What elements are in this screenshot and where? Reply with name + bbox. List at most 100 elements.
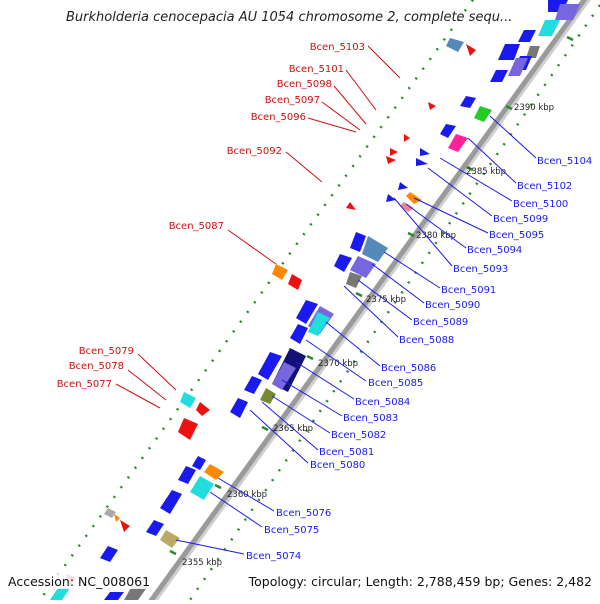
gene-forward xyxy=(230,398,248,418)
gene-label-left: Bcen_5098 xyxy=(277,79,332,90)
gene-label-right: Bcen_5095 xyxy=(489,230,544,241)
gene-forward xyxy=(538,20,560,36)
gene-forward xyxy=(192,456,206,470)
gene-label-right: Bcen_5093 xyxy=(453,264,508,275)
gene-reverse xyxy=(428,102,436,110)
gene-label-right: Bcen_5085 xyxy=(368,378,423,389)
gene-forward xyxy=(526,46,540,58)
right-gene-labels: Bcen_5104 Bcen_5102 Bcen_5100 Bcen_5099 … xyxy=(175,115,592,562)
gene-label-right: Bcen_5076 xyxy=(276,508,331,519)
gene-label-left: Bcen_5103 xyxy=(310,42,365,53)
forward-strand-genes xyxy=(50,0,580,600)
gene-forward xyxy=(350,232,366,252)
gene-forward xyxy=(555,4,580,20)
gene-label-left: Bcen_5078 xyxy=(69,361,124,372)
gene-reverse xyxy=(196,402,210,416)
gene-reverse xyxy=(288,274,302,290)
gene-reverse xyxy=(390,148,398,156)
gene-label-left: Bcen_5101 xyxy=(289,64,344,75)
gene-forward xyxy=(146,520,164,536)
gene-label-right: Bcen_5089 xyxy=(413,317,468,328)
gene-label-right: Bcen_5074 xyxy=(246,551,301,562)
gene-label-left: Bcen_5092 xyxy=(227,146,282,157)
gene-reverse xyxy=(180,392,196,408)
gene-reverse xyxy=(386,156,396,164)
gene-label-left: Bcen_5087 xyxy=(169,221,224,232)
gene-forward xyxy=(334,254,352,272)
gene-forward xyxy=(400,202,414,212)
gene-forward xyxy=(290,324,308,344)
gene-forward xyxy=(204,464,224,480)
gene-label-right: Bcen_5086 xyxy=(381,363,436,374)
gene-forward xyxy=(498,44,520,60)
gene-label-right: Bcen_5084 xyxy=(355,397,410,408)
gene-label-right: Bcen_5088 xyxy=(399,335,454,346)
gene-label-right: Bcen_5083 xyxy=(343,413,398,424)
gene-label-left: Bcen_5096 xyxy=(251,112,306,123)
genome-backbone xyxy=(145,0,588,604)
gene-forward xyxy=(104,592,124,600)
gene-forward xyxy=(420,148,430,156)
gene-reverse xyxy=(446,38,464,52)
gene-reverse xyxy=(120,520,130,532)
gene-label-right: Bcen_5100 xyxy=(513,199,568,210)
gene-label-right: Bcen_5080 xyxy=(310,460,365,471)
map-title: Burkholderia cenocepacia AU 1054 chromos… xyxy=(66,10,513,25)
kbp-tick-label: 2390 kbp xyxy=(514,103,554,113)
gene-forward xyxy=(124,586,148,600)
gene-forward xyxy=(190,476,214,500)
gene-forward xyxy=(260,388,276,404)
gene-forward xyxy=(350,256,376,278)
kbp-tick-label: 2370 kbp xyxy=(318,359,358,369)
gene-forward xyxy=(508,58,528,76)
gene-reverse xyxy=(272,264,288,280)
gene-forward xyxy=(308,312,330,336)
gene-label-left: Bcen_5079 xyxy=(79,346,134,357)
gene-forward xyxy=(296,300,318,324)
gene-label-right: Bcen_5081 xyxy=(319,447,374,458)
gene-reverse xyxy=(346,202,356,210)
gene-forward xyxy=(398,182,408,190)
gene-forward xyxy=(346,272,362,288)
gene-forward xyxy=(160,490,182,514)
gene-forward xyxy=(490,70,508,82)
gene-reverse xyxy=(178,418,198,440)
gene-label-right: Bcen_5104 xyxy=(537,156,592,167)
major-ticks xyxy=(169,35,574,556)
gene-forward xyxy=(362,236,388,262)
kbp-tick-label: 2375 kbp xyxy=(366,295,406,305)
gene-label-right: Bcen_5094 xyxy=(467,245,522,256)
kbp-tick-label: 2355 kbp xyxy=(182,558,222,568)
gene-forward xyxy=(100,546,118,562)
gene-forward xyxy=(160,530,180,548)
gene-reverse xyxy=(114,514,120,522)
gene-label-right: Bcen_5090 xyxy=(425,300,480,311)
gene-forward xyxy=(244,376,262,394)
gene-forward xyxy=(386,194,396,202)
kbp-tick-label: 2385 kbp xyxy=(466,167,506,177)
kbp-tick-label: 2380 kbp xyxy=(416,231,456,241)
gene-reverse xyxy=(404,134,410,142)
gene-forward xyxy=(460,96,476,108)
outer-tick-track xyxy=(38,0,475,601)
gene-reverse xyxy=(104,508,116,518)
gene-forward xyxy=(440,124,456,138)
gene-label-right: Bcen_5099 xyxy=(493,214,548,225)
gene-forward xyxy=(518,30,536,42)
gene-forward xyxy=(258,352,282,380)
gene-label-left: Bcen_5097 xyxy=(265,95,320,106)
gene-forward xyxy=(50,588,70,600)
gene-label-right: Bcen_5091 xyxy=(441,285,496,296)
gene-forward xyxy=(272,362,296,390)
genome-summary-text: Topology: circular; Length: 2,788,459 bp… xyxy=(248,574,592,589)
gene-forward xyxy=(448,134,468,152)
gene-label-right: Bcen_5082 xyxy=(331,430,386,441)
inner-tick-track xyxy=(188,4,600,601)
gene-forward xyxy=(416,158,428,166)
gene-forward xyxy=(178,466,196,484)
gene-reverse xyxy=(466,44,476,56)
gene-label-right: Bcen_5075 xyxy=(264,525,319,536)
gene-forward xyxy=(474,106,492,122)
left-gene-labels: Bcen_5103 Bcen_5101 Bcen_5098 Bcen_5097 … xyxy=(57,42,401,409)
